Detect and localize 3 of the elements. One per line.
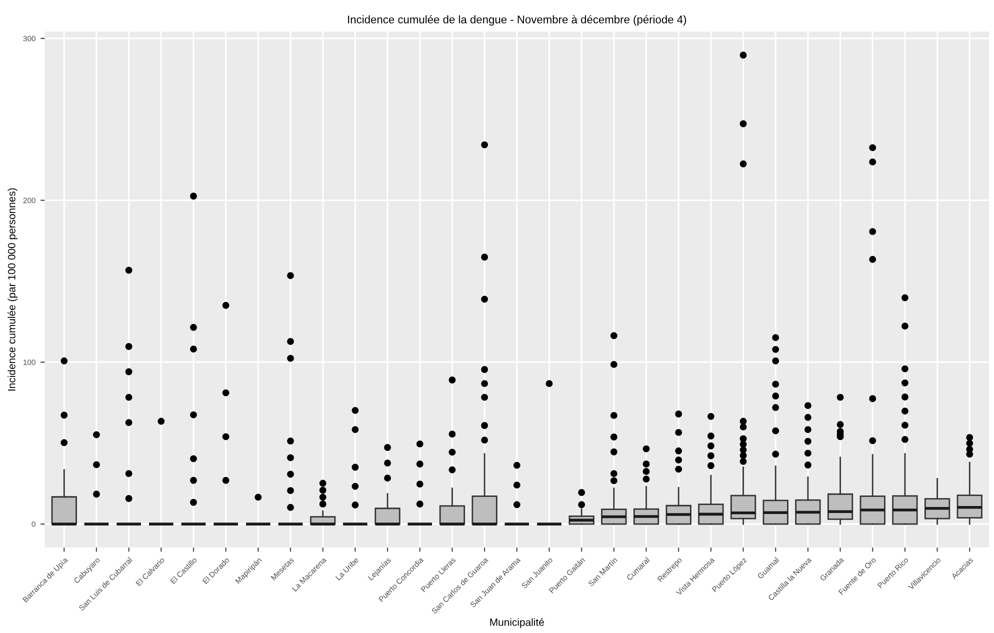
- y-axis-title: Incidence cumulée (par 100 000 personnes): [8, 188, 18, 391]
- x-axis-title: Municipalité: [490, 618, 544, 628]
- chart-title: Incidence cumulée de la dengue - Novembre à décembre (période 4): [348, 15, 686, 26]
